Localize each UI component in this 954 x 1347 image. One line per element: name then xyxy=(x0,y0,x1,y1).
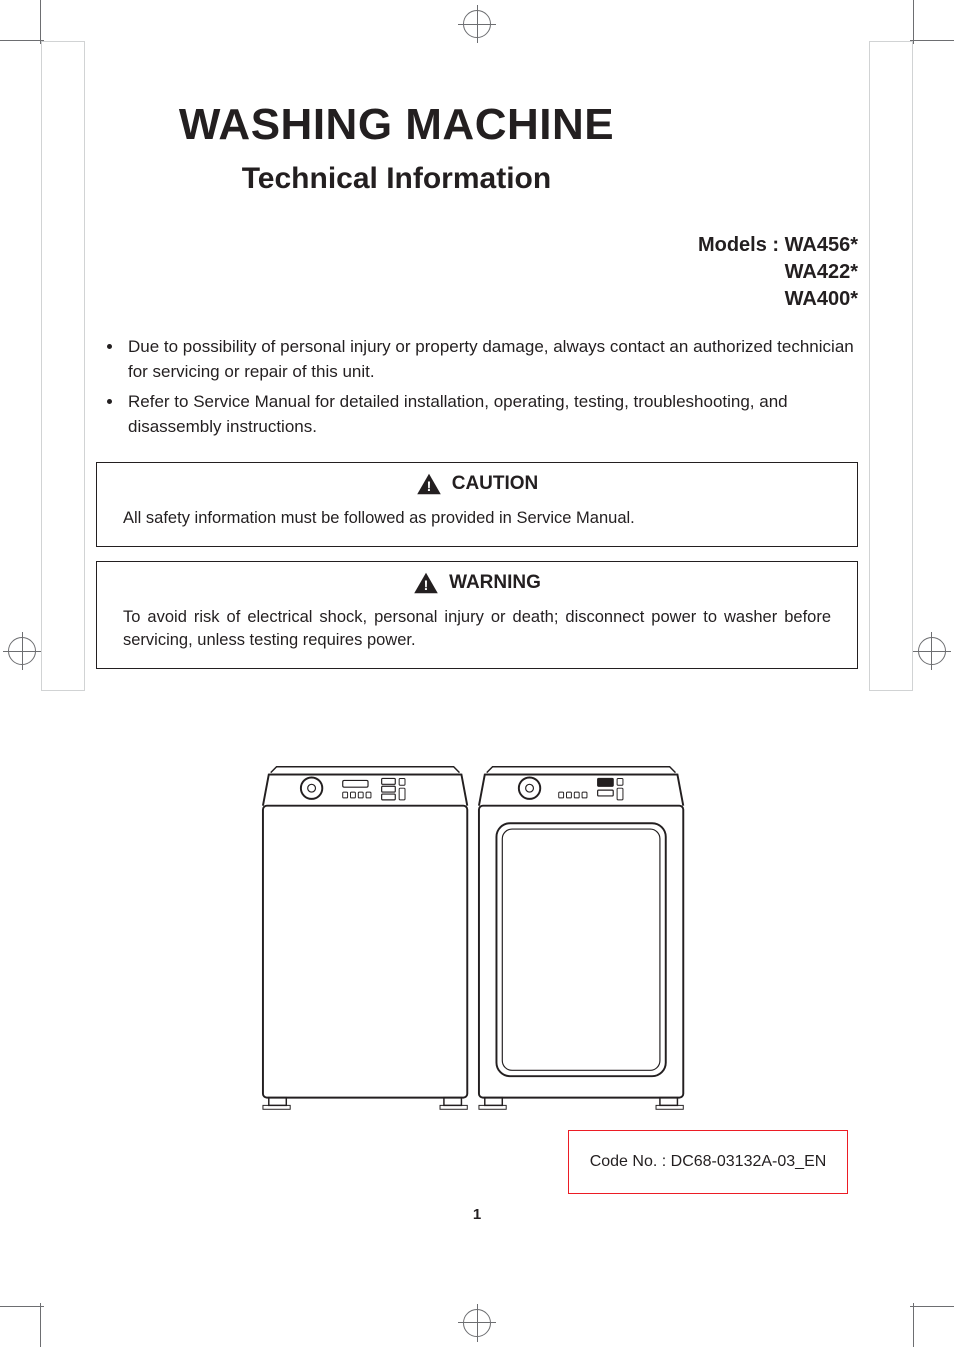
svg-text:!: ! xyxy=(424,577,429,593)
document-subtitle: Technical Information xyxy=(156,162,636,196)
caution-label: CAUTION xyxy=(452,473,539,495)
bullet-item: Due to possibility of personal injury or… xyxy=(124,335,858,384)
code-value: DC68-03132A-03_EN xyxy=(671,1153,827,1170)
header-row: SAMSUNG WASHING MACHINE Technical Inform… xyxy=(96,100,858,196)
crop-mark xyxy=(40,0,41,44)
caution-text: All safety information must be followed … xyxy=(97,501,857,546)
document-title: WASHING MACHINE xyxy=(156,100,636,150)
title-block: WASHING MACHINE Technical Information xyxy=(156,100,636,196)
registration-mark xyxy=(22,632,23,670)
page-number: 1 xyxy=(0,1206,954,1223)
crop-mark xyxy=(913,1303,914,1347)
crop-mark xyxy=(910,1306,954,1307)
registration-mark xyxy=(913,651,951,652)
crop-mark xyxy=(0,40,44,41)
registration-mark xyxy=(477,5,478,43)
model-item: WA456* xyxy=(785,234,858,256)
bullet-item: Refer to Service Manual for detailed ins… xyxy=(124,390,858,439)
model-item: WA422* xyxy=(785,261,858,283)
bleed-frame xyxy=(869,41,913,691)
registration-mark xyxy=(477,1304,478,1342)
crop-mark xyxy=(0,1306,44,1307)
models-list: Models : WA456* WA422* WA400* xyxy=(96,232,858,313)
registration-mark xyxy=(931,632,932,670)
caution-triangle-icon: ! xyxy=(416,473,442,495)
crop-mark xyxy=(40,1303,41,1347)
crop-mark xyxy=(913,0,914,44)
warning-triangle-icon: ! xyxy=(413,572,439,594)
svg-text:!: ! xyxy=(426,478,431,494)
warning-label: WARNING xyxy=(449,572,541,594)
code-number-box: Code No. : DC68-03132A-03_EN xyxy=(568,1130,848,1194)
caution-header: ! CAUTION xyxy=(97,463,857,501)
bleed-frame xyxy=(41,41,85,691)
warning-header: ! WARNING xyxy=(97,562,857,600)
code-label: Code No. : xyxy=(590,1153,666,1170)
models-label: Models : xyxy=(698,234,779,256)
caution-box: ! CAUTION All safety information must be… xyxy=(96,462,858,547)
crop-mark xyxy=(910,40,954,41)
warning-text: To avoid risk of electrical shock, perso… xyxy=(97,600,857,668)
model-item: WA400* xyxy=(785,288,858,310)
instruction-bullets: Due to possibility of personal injury or… xyxy=(96,335,858,440)
product-illustration xyxy=(96,759,858,1119)
warning-box: ! WARNING To avoid risk of electrical sh… xyxy=(96,561,858,669)
page-content: SAMSUNG WASHING MACHINE Technical Inform… xyxy=(96,100,858,1119)
